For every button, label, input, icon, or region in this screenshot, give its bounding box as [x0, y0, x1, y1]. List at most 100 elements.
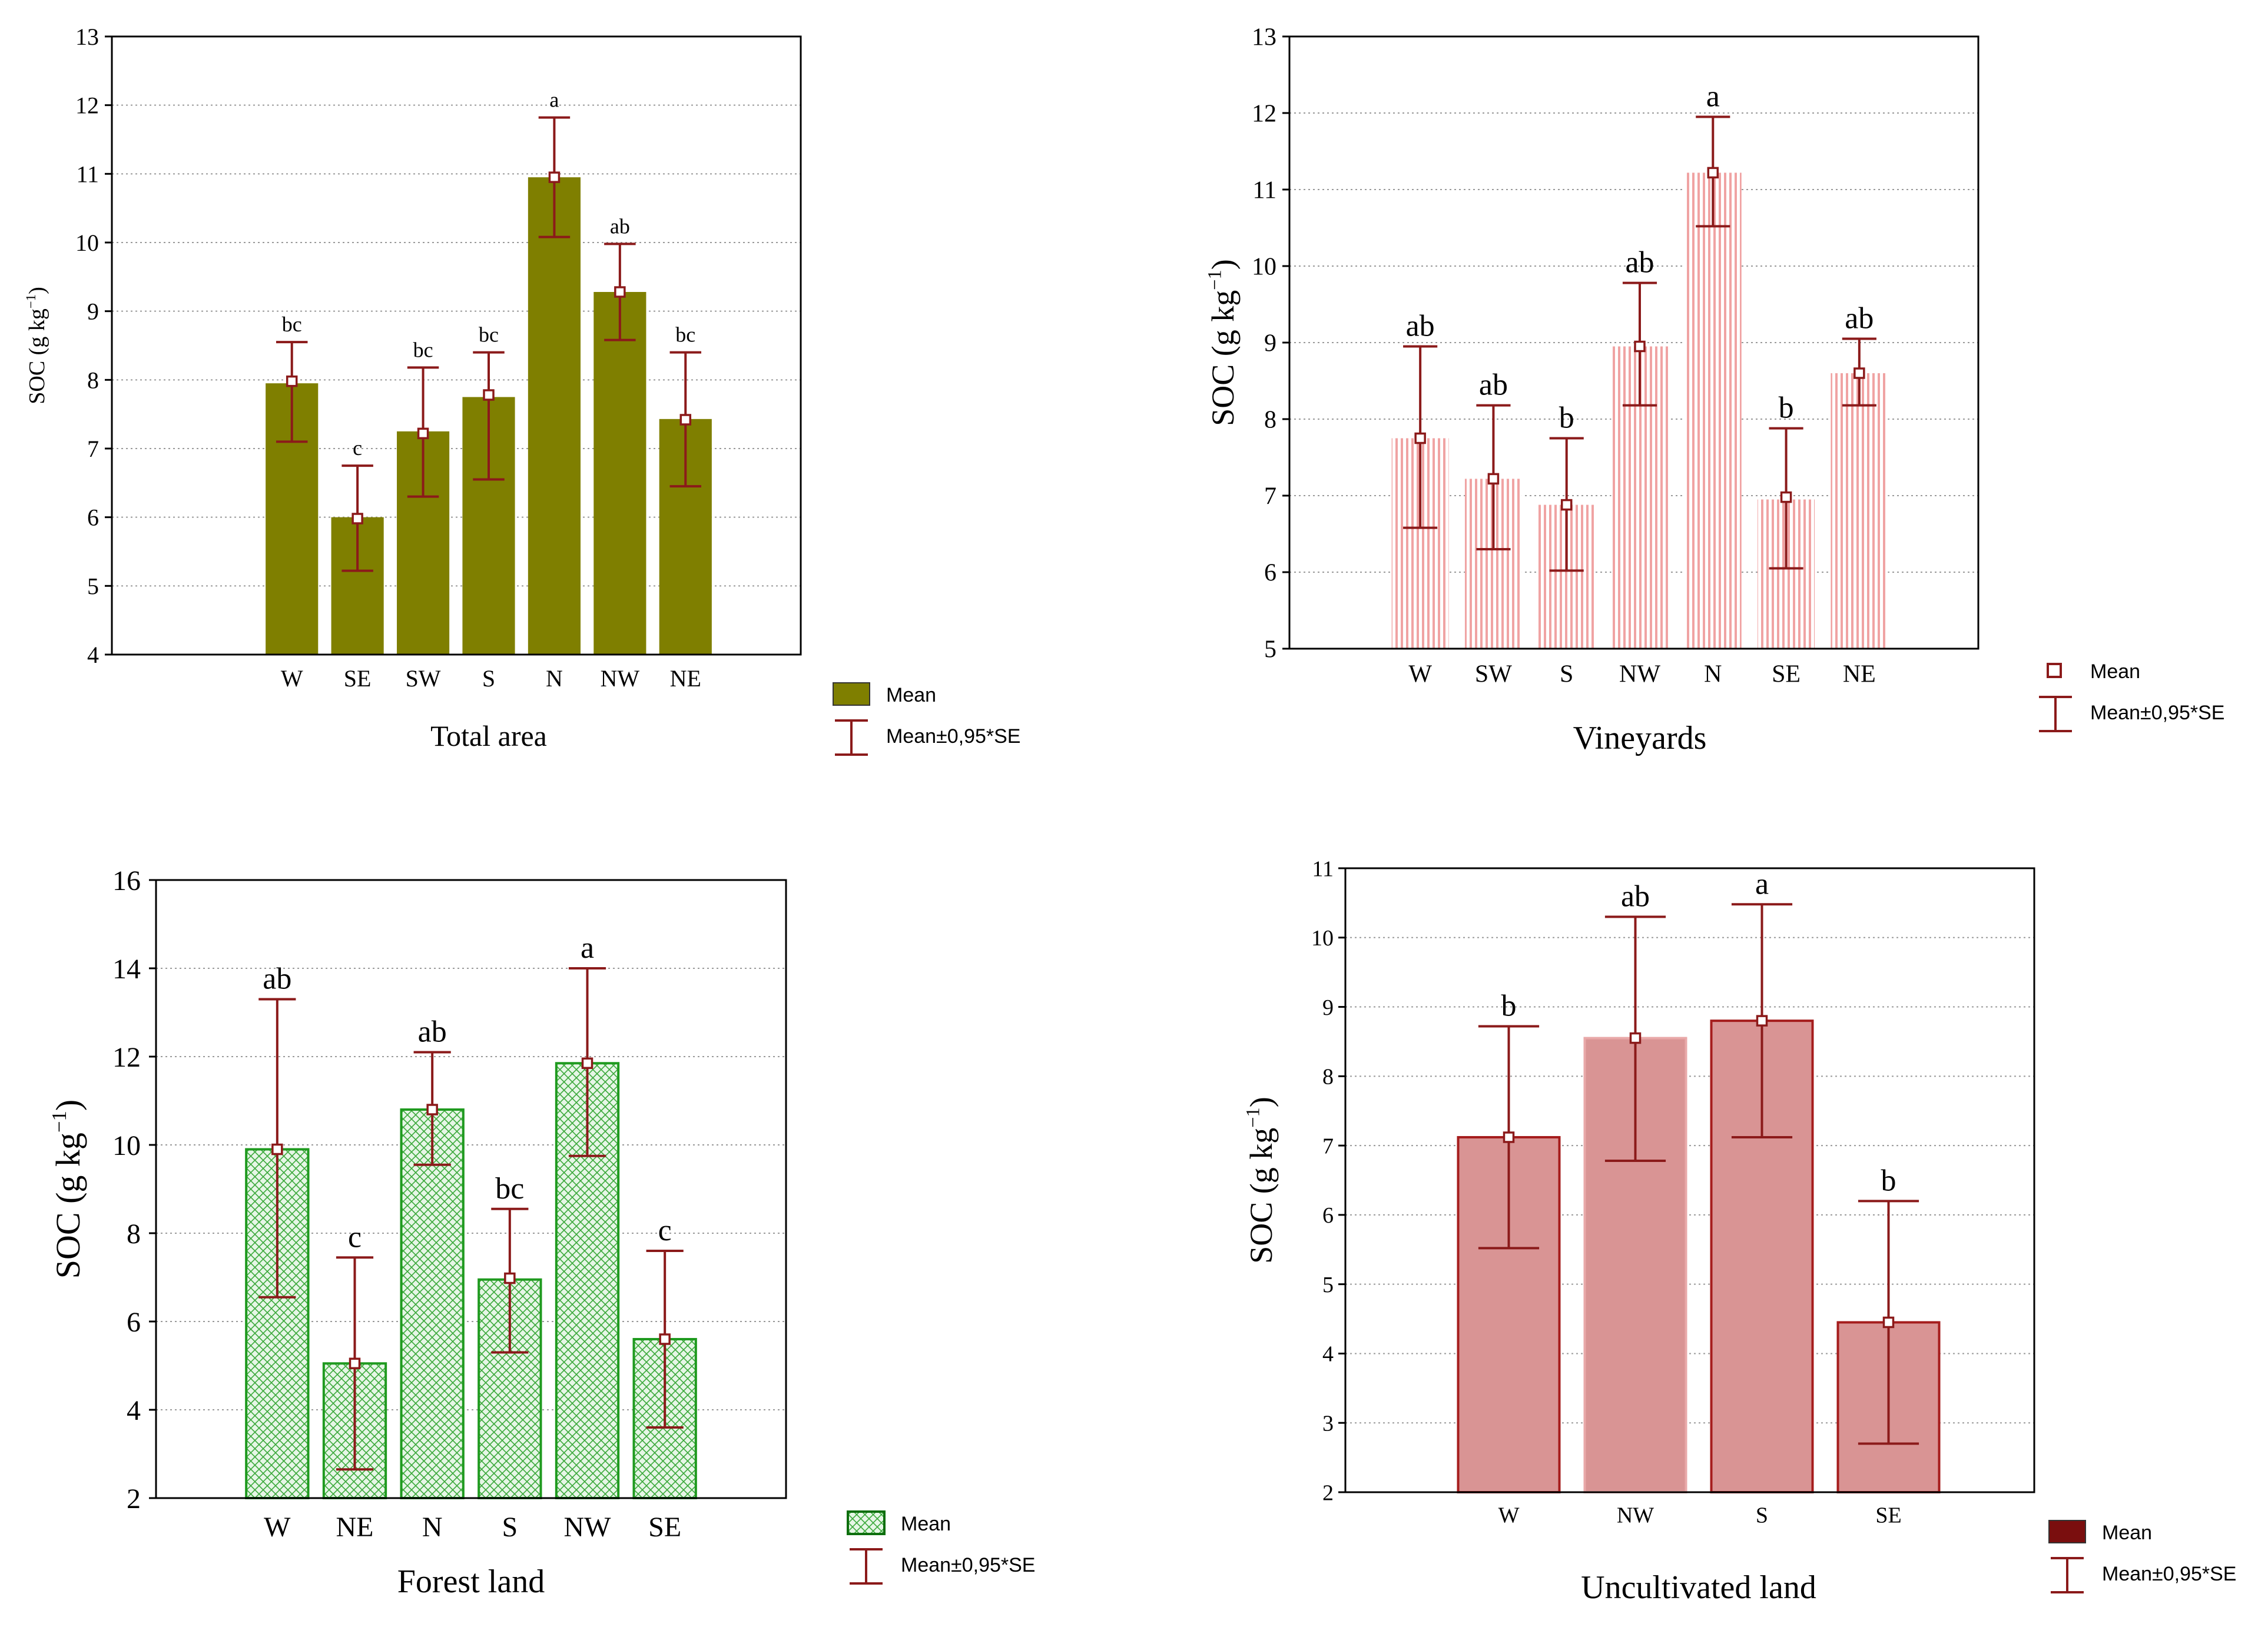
panel-title: Uncultivated land — [1581, 1569, 1816, 1606]
y-tick-label: 10 — [75, 230, 99, 256]
x-tick-label: NE — [670, 665, 701, 692]
mean-marker — [1756, 1015, 1768, 1027]
plot-frame — [1344, 867, 2035, 1493]
y-tick-label: 8 — [127, 1218, 141, 1250]
x-tick-label: SE — [1875, 1503, 1901, 1528]
mean-marker — [1882, 1316, 1895, 1329]
mean-marker — [1503, 1131, 1515, 1143]
y-tick-label: 6 — [1322, 1203, 1334, 1228]
mean-marker — [1707, 167, 1719, 179]
panel-title: Vineyards — [1573, 720, 1707, 756]
panel-forest-land: 2 4 6 8 10 12 14 16 W NE N S NW SE ab c ab bc a c SOC (g … — [48, 865, 1036, 1600]
significance-letter: ab — [418, 1015, 447, 1049]
errorbars-group — [276, 116, 702, 572]
bar — [1684, 172, 1742, 649]
errorbars-group — [1478, 903, 1919, 1445]
x-ticks-group: W NW S SE — [1498, 1503, 1902, 1528]
x-tick-label: SW — [1475, 661, 1512, 688]
mean-marker — [1780, 491, 1792, 503]
panel-total-area: 4 5 6 7 8 9 10 11 12 13 W SE SW S N NW NE bc c bc bc a abbc … — [24, 24, 1020, 756]
x-tick-label: NE — [336, 1512, 374, 1543]
significance-letter: bc — [413, 338, 433, 361]
y-tick-label: 3 — [1322, 1412, 1334, 1436]
mean-marker — [1560, 499, 1573, 511]
x-tick-label: W — [281, 665, 303, 692]
bars-group — [1391, 172, 1888, 649]
significance-letter: c — [348, 1220, 362, 1254]
bar — [1831, 373, 1888, 649]
mean-marker — [352, 513, 363, 524]
mean-marker — [581, 1057, 593, 1069]
y-tick-label: 11 — [1312, 856, 1334, 881]
y-tick-label: 11 — [1253, 177, 1276, 204]
y-tick-label: 8 — [87, 367, 99, 393]
significance-letter: ab — [610, 214, 630, 238]
sig-letters-group: bc c bc bc a ab bc — [282, 88, 696, 460]
x-tick-label: SE — [1772, 661, 1801, 688]
legend-mean-label: Mean — [886, 684, 936, 706]
significance-letter: a — [581, 931, 594, 965]
bars-group — [1457, 1020, 1941, 1494]
significance-letter: bc — [479, 323, 499, 347]
bars-group — [245, 1062, 697, 1499]
x-tick-label: S — [1560, 661, 1573, 688]
mean-marker — [614, 286, 626, 298]
x-tick-label: NW — [1619, 661, 1660, 688]
legend-err-label: Mean±0,95*SE — [2102, 1563, 2236, 1585]
legend: Mean Mean±0,95*SE — [2039, 660, 2224, 732]
panel-title: Forest land — [397, 1563, 545, 1600]
y-tick-label: 9 — [87, 298, 99, 325]
y-ticks-group: 4 5 6 7 8 9 10 11 12 13 — [75, 24, 112, 668]
legend-err-label: Mean±0,95*SE — [2090, 702, 2224, 724]
y-tick-label: 12 — [1252, 101, 1276, 128]
y-tick-label: 6 — [127, 1307, 141, 1338]
y-tick-label: 4 — [127, 1395, 141, 1426]
significance-letter: a — [1706, 80, 1720, 114]
y-tick-label: 2 — [1322, 1480, 1334, 1505]
y-axis-label: SOC (g kg−1) — [1242, 1097, 1279, 1263]
mean-marker — [1487, 473, 1500, 485]
mean-marker — [426, 1104, 438, 1115]
x-tick-label: W — [264, 1512, 291, 1543]
significance-letter: b — [1779, 391, 1794, 425]
significance-letter: ab — [1406, 310, 1435, 343]
plot-frame — [155, 879, 787, 1499]
legend-mean-label: Mean — [2090, 660, 2140, 683]
y-tick-label: 4 — [87, 642, 99, 668]
y-ticks-group: 2 3 4 5 6 7 8 9 10 11 — [1311, 856, 1345, 1505]
significance-letter: b — [1881, 1164, 1896, 1197]
sig-letters-group: bab ab — [1501, 867, 1896, 1197]
y-tick-label: 5 — [87, 573, 99, 599]
x-ticks-group: W SE SW S N NW NE — [281, 665, 701, 692]
mean-marker — [679, 414, 692, 426]
y-tick-label: 5 — [1322, 1273, 1334, 1297]
legend-mean-label: Mean — [2102, 1522, 2152, 1544]
significance-letter: bc — [282, 313, 302, 336]
x-tick-label: W — [1408, 661, 1432, 688]
bar — [528, 177, 581, 655]
y-tick-label: 7 — [87, 436, 99, 462]
legend-errorbar-icon — [850, 1548, 883, 1585]
y-axis-label: SOC (g kg−1) — [1204, 259, 1241, 426]
significance-letter: bc — [675, 323, 695, 347]
mean-marker — [659, 1333, 671, 1345]
y-tick-label: 16 — [112, 865, 141, 896]
bar — [400, 1108, 465, 1499]
x-tick-label: N — [422, 1512, 443, 1543]
errorbars-group — [1403, 115, 1876, 572]
y-tick-label: 14 — [112, 954, 141, 985]
sig-letters-group: ab c ab bc a c — [263, 931, 671, 1254]
legend-mean-swatch — [847, 1510, 886, 1535]
mean-marker — [271, 1143, 283, 1155]
mean-marker — [1634, 340, 1646, 353]
y-tick-label: 2 — [127, 1483, 141, 1515]
legend-err-label: Mean±0,95*SE — [886, 725, 1020, 748]
y-gridlines — [112, 104, 801, 587]
panel-title: Total area — [430, 719, 547, 752]
y-tick-label: 12 — [112, 1042, 141, 1073]
x-ticks-group: W NE N S NW SE — [264, 1512, 681, 1543]
significance-letter: a — [1755, 867, 1769, 901]
